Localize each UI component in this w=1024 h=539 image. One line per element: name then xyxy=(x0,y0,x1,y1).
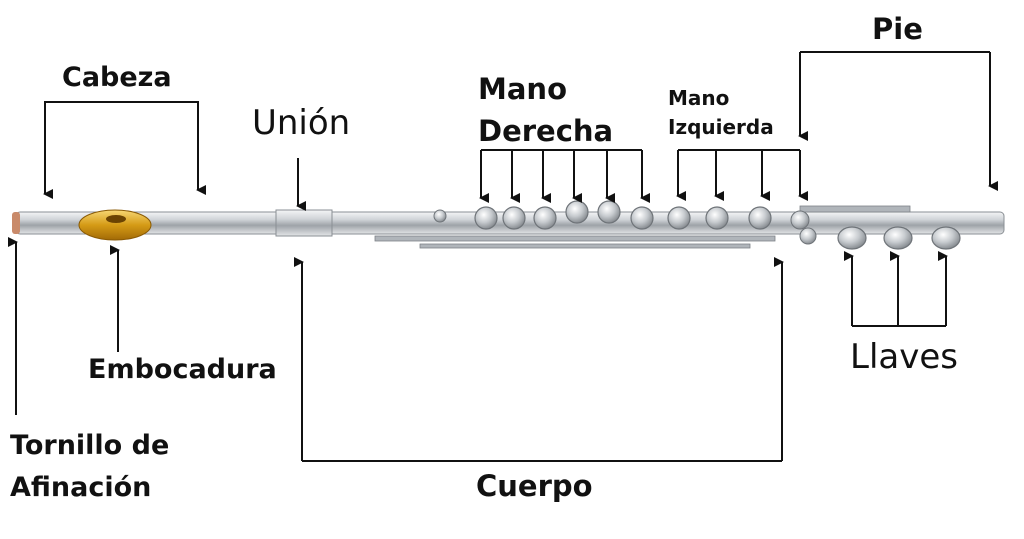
label-union: Unión xyxy=(252,103,351,143)
cabeza-bracket xyxy=(44,101,206,195)
flute-key xyxy=(597,200,621,224)
union-ring xyxy=(275,209,333,237)
label-tornillo-1: Tornillo de xyxy=(10,430,170,461)
label-cuerpo: Cuerpo xyxy=(476,469,593,503)
label-llaves: Llaves xyxy=(850,337,958,377)
flute-key xyxy=(630,206,654,230)
label-tornillo-2: Afinación xyxy=(10,472,152,503)
flute-key xyxy=(533,206,557,230)
tuning-screw xyxy=(12,212,20,234)
label-cabeza: Cabeza xyxy=(62,62,172,93)
flute-key-small xyxy=(799,227,817,245)
label-pie: Pie xyxy=(872,12,923,46)
flute-key xyxy=(748,206,772,230)
flute-key-small xyxy=(433,209,447,223)
flute xyxy=(12,200,1005,250)
foot-key xyxy=(837,226,867,250)
embouchure-plate xyxy=(78,209,152,241)
flute-key xyxy=(502,206,526,230)
key-rod xyxy=(419,243,751,249)
flute-key xyxy=(705,206,729,230)
embouchure-hole xyxy=(106,215,126,223)
flute-key xyxy=(565,200,589,224)
label-mano-derecha-2: Derecha xyxy=(478,114,614,148)
label-embocadura: Embocadura xyxy=(88,354,277,385)
foot-key xyxy=(931,226,961,250)
label-mano-izquierda-1: Mano xyxy=(668,86,730,110)
flute-key xyxy=(474,206,498,230)
key-rod xyxy=(374,235,776,242)
flute-key-small xyxy=(790,210,810,230)
foot-rod xyxy=(799,205,911,213)
label-mano-derecha-1: Mano xyxy=(478,72,567,106)
annotation-lines xyxy=(8,51,998,462)
flute-key xyxy=(667,206,691,230)
label-mano-izquierda-2: Izquierda xyxy=(668,115,774,139)
foot-key xyxy=(883,226,913,250)
